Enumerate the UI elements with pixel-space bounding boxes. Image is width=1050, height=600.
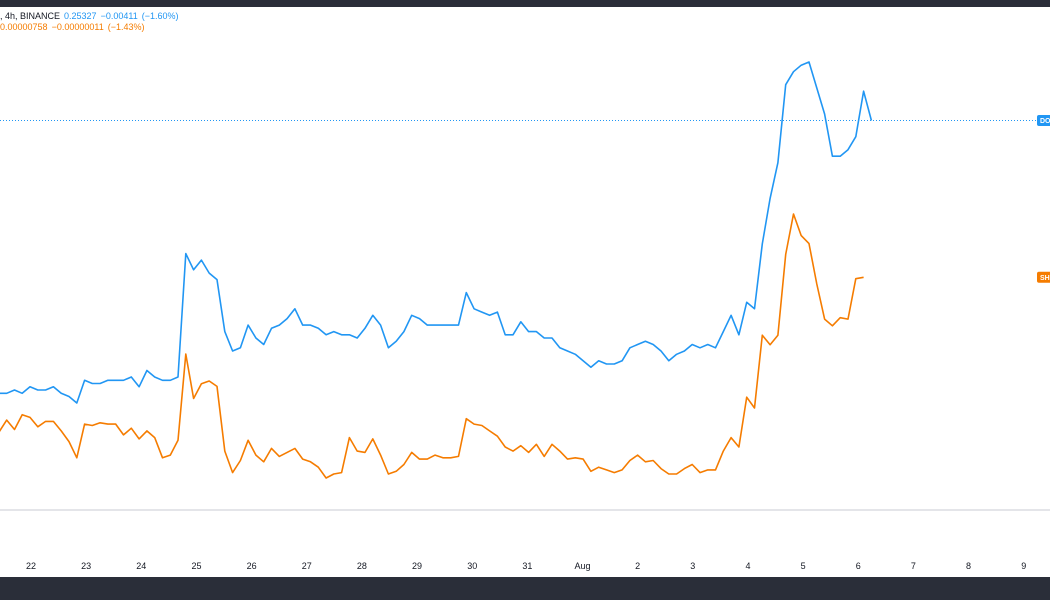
x-tick-label: Aug	[574, 561, 590, 571]
x-tick-label: 22	[26, 561, 36, 571]
x-tick-label: 23	[81, 561, 91, 571]
x-tick-label: 30	[467, 561, 477, 571]
x-tick-label: 25	[191, 561, 201, 571]
top-toolbar-strip	[0, 0, 1050, 7]
x-tick-label: 4	[745, 561, 750, 571]
x-axis[interactable]: 22 23 24 25 26 27 28 29 30 31 Aug 2 3 4 5 6 7 8 9	[26, 561, 1026, 571]
legend-doge[interactable]: , 4h, BINANCE 0.25327 −0.00411 (−1.60%)	[0, 11, 182, 22]
badge-layer: DOG SH	[1037, 114, 1050, 283]
x-tick-label: 29	[412, 561, 422, 571]
legend-doge-meta: , 4h, BINANCE	[0, 11, 61, 21]
series-layer	[0, 61, 873, 479]
x-tick-label: 9	[1021, 561, 1026, 571]
x-tick-label: 31	[522, 561, 532, 571]
x-tick-label: 6	[856, 561, 861, 571]
x-tick-label: 27	[302, 561, 312, 571]
x-tick-label: 5	[801, 561, 806, 571]
legend-shib-price: 0.00000758	[0, 22, 48, 32]
legend-shib-change: −0.00000011	[51, 22, 104, 32]
bottom-toolbar-strip	[0, 577, 1050, 600]
legend-shib[interactable]: 0.00000758 −0.00000011 (−1.43%)	[0, 22, 148, 33]
legend-shib-change-pct: (−1.43%)	[107, 22, 145, 32]
x-tick-label: 28	[357, 561, 367, 571]
series-line-doge[interactable]	[0, 61, 873, 404]
series-line-shib[interactable]	[0, 213, 864, 479]
legend-doge-change-pct: (−1.60%)	[141, 11, 179, 21]
price-badge-label-shib: SH	[1040, 275, 1050, 282]
price-badge-label-doge: DOG	[1040, 118, 1050, 125]
x-tick-label: 2	[635, 561, 640, 571]
legend-doge-price: 0.25327	[64, 11, 97, 21]
x-tick-label: 7	[911, 561, 916, 571]
x-tick-label: 3	[690, 561, 695, 571]
x-tick-label: 24	[136, 561, 146, 571]
price-badge-shib	[1037, 271, 1050, 283]
x-tick-label: 26	[247, 561, 257, 571]
legend-doge-change: −0.00411	[100, 11, 138, 21]
price-badge-doge	[1037, 114, 1050, 126]
x-tick-label: 8	[966, 561, 971, 571]
